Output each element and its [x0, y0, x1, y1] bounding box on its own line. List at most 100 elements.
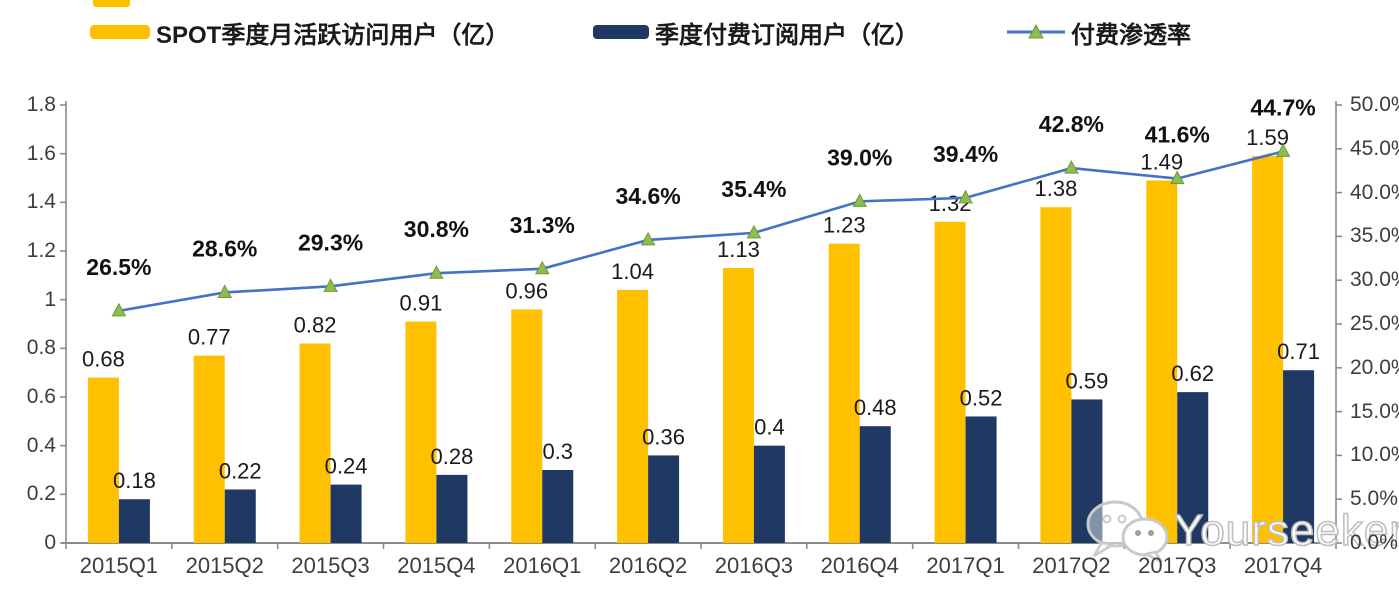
x-axis-category-label: 2016Q1: [503, 553, 582, 578]
y-axis-left-label: 1.4: [26, 190, 56, 214]
bar-subs: [753, 445, 785, 543]
penetration-line: [118, 150, 1284, 313]
bar-label-mau: 0.96: [505, 278, 548, 303]
penetration-label: 39.0%: [827, 144, 892, 170]
y-axis-right-label: 15.0%: [1350, 399, 1399, 423]
penetration-label: 35.4%: [721, 176, 786, 202]
watermark: Yourseeker: [1082, 496, 1399, 566]
y-axis-right-label: 0.0%: [1350, 531, 1398, 554]
bar-mau: [299, 343, 331, 543]
y-axis-left-label: 0.4: [26, 433, 56, 457]
x-axis-category-label: 2016Q2: [608, 553, 688, 578]
y-axis-right-label: 25.0%: [1350, 312, 1399, 335]
line-marker: [217, 284, 233, 298]
legend-label-mau: SPOT季度月活跃访问用户（亿）: [156, 21, 510, 49]
bar-label-subs: 0.4: [754, 415, 785, 440]
penetration-label: 28.6%: [192, 235, 257, 261]
bar-mau: [87, 377, 119, 543]
y-axis-left-label: 1.8: [26, 93, 56, 116]
cropped-swatch-artifact: [93, 0, 130, 7]
bar-label-mau: 0.82: [294, 312, 337, 337]
legend-swatch-mau: [90, 25, 150, 39]
bar-mau: [934, 221, 966, 544]
line-marker: [429, 265, 444, 279]
x-axis-category-label: 2015Q2: [185, 553, 264, 578]
bar-subs: [118, 499, 150, 543]
penetration-label: 44.7%: [1250, 94, 1315, 120]
penetration-label: 34.6%: [615, 183, 680, 209]
legend-item-mau: SPOT季度月活跃访问用户（亿）: [90, 18, 509, 49]
penetration-label: 42.8%: [1039, 111, 1104, 137]
bar-label-subs: 0.62: [1171, 361, 1214, 386]
bar-label-subs: 0.24: [325, 454, 368, 479]
x-axis-category-label: 2017Q4: [1243, 553, 1323, 578]
bar-label-subs: 0.3: [542, 439, 573, 464]
line-marker: [746, 224, 762, 239]
bar-subs: [1177, 392, 1209, 543]
x-axis-category-label: 2017Q1: [926, 553, 1005, 578]
x-axis-category-label: 2017Q2: [1032, 553, 1111, 578]
bar-mau: [1252, 156, 1284, 543]
line-marker: [958, 189, 973, 204]
x-axis-category-label: 2016Q4: [820, 553, 899, 578]
bar-subs: [330, 484, 362, 543]
bar-subs: [965, 416, 997, 543]
penetration-label: 39.4%: [933, 141, 998, 167]
y-axis-left-label: 1: [44, 287, 56, 311]
wechat-icon: [1086, 500, 1169, 564]
bar-label-mau: 0.68: [82, 347, 125, 372]
bar-label-mau: 1.23: [823, 213, 866, 238]
line-marker: [1064, 160, 1079, 174]
legend-item-subs: 季度付费订阅用户（亿）: [593, 18, 919, 49]
line-marker: [111, 302, 127, 317]
legend-item-penetration: 付费渗透率: [1007, 18, 1191, 49]
bar-subs: [1071, 399, 1103, 543]
y-axis-right-label: 35.0%: [1350, 224, 1399, 248]
y-axis-right-label: 20.0%: [1350, 355, 1399, 379]
x-axis-category-label: 2015Q3: [291, 553, 370, 578]
bar-subs: [436, 474, 468, 543]
penetration-label: 41.6%: [1145, 122, 1210, 148]
bar-label-mau: 1.13: [717, 237, 760, 262]
watermark-text: Yourseeker: [1173, 505, 1399, 556]
bar-label-subs: 0.52: [960, 385, 1003, 410]
line-marker: [852, 193, 868, 207]
bar-mau: [722, 268, 754, 543]
line-marker: [323, 278, 338, 292]
bar-mau: [617, 289, 649, 543]
y-axis-right-label: 50.0%: [1350, 93, 1399, 116]
bar-label-subs: 0.22: [219, 458, 262, 483]
legend-label-subs: 季度付费订阅用户（亿）: [655, 21, 919, 49]
bar-label-subs: 0.48: [854, 395, 897, 420]
y-axis-right-label: 5.0%: [1350, 487, 1398, 511]
penetration-label: 29.3%: [298, 229, 363, 255]
bar-subs: [542, 470, 574, 543]
y-axis-right-label: 40.0%: [1350, 180, 1399, 204]
bar-label-mau: 1.49: [1140, 149, 1183, 174]
line-marker: [1275, 143, 1291, 157]
x-axis-category-label: 2015Q1: [79, 553, 159, 578]
bar-label-subs: 0.59: [1066, 368, 1109, 393]
bar-mau: [1146, 180, 1178, 543]
bar-label-subs: 0.36: [642, 424, 685, 449]
bar-label-subs: 0.28: [431, 444, 474, 469]
bar-subs: [859, 426, 891, 543]
x-axis-category-label: 2017Q3: [1138, 553, 1217, 578]
bar-mau: [193, 355, 225, 543]
bar-mau: [1040, 207, 1072, 543]
y-axis-left-label: 0: [44, 531, 56, 554]
bar-subs: [224, 489, 256, 543]
legend-swatch-subs: [593, 25, 649, 39]
y-axis-left-label: 0.8: [26, 336, 56, 360]
bar-label-mau: 0.77: [188, 325, 231, 350]
y-axis-left-label: 0.2: [26, 482, 56, 506]
bar-label-mau: 1.04: [611, 259, 654, 284]
y-axis-right-label: 45.0%: [1350, 136, 1399, 160]
y-axis-left-label: 0.6: [26, 385, 56, 408]
bar-label-subs: 0.18: [113, 468, 156, 493]
y-axis-right-label: 10.0%: [1350, 443, 1399, 467]
bar-mau: [511, 309, 543, 543]
bar-mau: [828, 243, 860, 543]
